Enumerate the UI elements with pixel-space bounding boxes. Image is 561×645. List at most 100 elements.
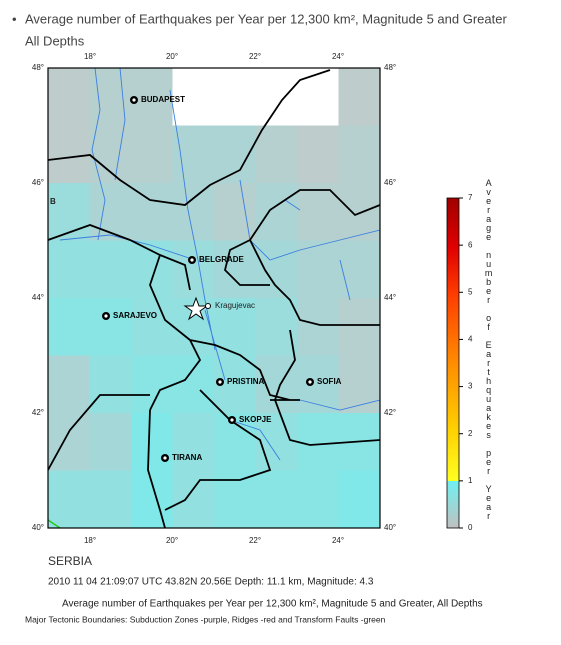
rate-cell xyxy=(297,355,339,414)
region: SERBIA xyxy=(48,554,92,568)
rate-cell xyxy=(297,125,339,184)
colorbar-tick-label: 6 xyxy=(468,240,473,249)
map-frame xyxy=(47,67,381,529)
map-lines xyxy=(48,68,380,528)
colorbar-tick-label: 7 xyxy=(468,193,473,202)
rate-cell xyxy=(214,125,256,184)
rate-cell xyxy=(89,125,132,184)
rate-cell xyxy=(48,68,90,126)
lon-label: 18° xyxy=(84,536,96,545)
lon-label: 20° xyxy=(166,536,178,545)
rate-cell xyxy=(48,298,90,356)
lon-label: 22° xyxy=(249,536,261,545)
colorbar-tick-label: 2 xyxy=(468,429,473,438)
rate-cell xyxy=(48,355,90,414)
rate-cell xyxy=(297,413,339,471)
lat-label: 44° xyxy=(32,293,44,302)
colorbar-tick-label: 5 xyxy=(468,287,473,296)
lat-label: 46° xyxy=(32,178,44,187)
city-label: TIRANA xyxy=(172,453,202,462)
city-label: Kragujevac xyxy=(215,301,255,310)
lat-label: 40° xyxy=(384,523,396,532)
rate-cell xyxy=(89,355,132,414)
lat-label: 48° xyxy=(32,63,44,72)
rate-cell xyxy=(338,355,380,414)
colorbar-tick-label: 1 xyxy=(468,476,473,485)
title: Average number of Earthquakes per Year p… xyxy=(25,11,507,26)
rate-cell xyxy=(255,298,298,356)
rate-cell xyxy=(214,298,256,356)
city-label: SKOPJE xyxy=(239,415,272,424)
city-label: SARAJEVO xyxy=(113,311,157,320)
rate-cell xyxy=(297,68,339,126)
lat-label: 42° xyxy=(32,408,44,417)
rate-cell xyxy=(48,240,90,299)
rate-cell xyxy=(255,413,298,471)
rate-cell xyxy=(131,470,173,528)
city-dot xyxy=(218,380,222,384)
rate-cell xyxy=(338,68,380,126)
lat-label: 44° xyxy=(384,293,396,302)
lat-label: 46° xyxy=(384,178,396,187)
rate-cell xyxy=(89,470,132,528)
rate-cell xyxy=(131,68,173,126)
legend-note: Major Tectonic Boundaries: Subduction Zo… xyxy=(25,614,386,624)
city-label: PRISTINA xyxy=(227,377,265,386)
lon-label: 18° xyxy=(84,52,96,61)
caption: Average number of Earthquakes per Year p… xyxy=(62,599,483,610)
rate-cell xyxy=(338,470,380,528)
colorbar-tick-label: 4 xyxy=(468,335,473,344)
bullet: • xyxy=(12,11,17,26)
lat-label: 42° xyxy=(384,408,396,417)
epicenter xyxy=(183,296,209,321)
rate-cell xyxy=(255,68,298,126)
lon-label: 22° xyxy=(249,52,261,61)
corner-mark: B xyxy=(50,197,56,206)
rate-cell xyxy=(48,183,90,241)
city-label: BELGRADE xyxy=(199,255,245,264)
rate-cell xyxy=(131,298,173,356)
rate-cell xyxy=(338,298,380,356)
rate-cell xyxy=(172,240,215,299)
rate-cell xyxy=(48,470,90,528)
lon-label: 20° xyxy=(166,52,178,61)
cells xyxy=(48,68,380,528)
rate-cell xyxy=(89,240,132,299)
city-dot xyxy=(230,418,234,422)
rate-cell xyxy=(338,183,380,241)
rate-cell xyxy=(297,470,339,528)
rate-cell xyxy=(48,125,90,184)
rate-cell xyxy=(172,355,215,414)
rate-cell xyxy=(89,183,132,241)
rate-cell xyxy=(297,298,339,356)
rate-cell xyxy=(214,68,256,126)
rate-cell xyxy=(172,125,215,184)
rate-cell xyxy=(338,125,380,184)
rate-cell xyxy=(297,240,339,299)
rate-cell xyxy=(255,240,298,299)
event: 2010 11 04 21:09:07 UTC 43.82N 20.56E De… xyxy=(48,577,374,588)
city-label: SOFIA xyxy=(317,377,342,386)
rate-cell xyxy=(48,413,90,471)
rate-cell xyxy=(131,125,173,184)
city-dot xyxy=(190,258,194,262)
city-dot xyxy=(132,98,136,102)
city-marker xyxy=(205,303,211,309)
city-dot xyxy=(308,380,312,384)
lon-label: 24° xyxy=(332,52,344,61)
city-dot xyxy=(104,314,108,318)
subtitle: All Depths xyxy=(25,33,85,48)
rate-cell xyxy=(172,413,215,471)
lat-label: 48° xyxy=(384,63,396,72)
rate-cell xyxy=(255,183,298,241)
rate-cell xyxy=(214,183,256,241)
rate-cell xyxy=(131,355,173,414)
rate-cell xyxy=(255,125,298,184)
rate-cell xyxy=(89,413,132,471)
rate-cell xyxy=(172,183,215,241)
rate-cell xyxy=(255,470,298,528)
rate-cell xyxy=(338,240,380,299)
city-label: BUDAPEST xyxy=(141,95,185,104)
colorbar-tick-label: 3 xyxy=(468,382,473,391)
